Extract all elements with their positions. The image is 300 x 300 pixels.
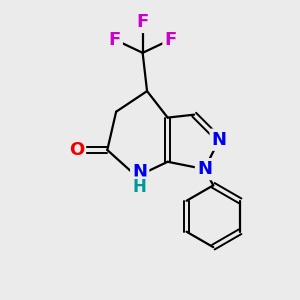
Text: F: F — [109, 31, 121, 49]
Text: N: N — [212, 131, 227, 149]
Text: F: F — [164, 31, 177, 49]
Text: N: N — [132, 163, 147, 181]
Text: O: O — [69, 141, 84, 159]
Text: H: H — [133, 178, 147, 196]
Text: N: N — [197, 160, 212, 178]
Text: F: F — [136, 13, 149, 31]
